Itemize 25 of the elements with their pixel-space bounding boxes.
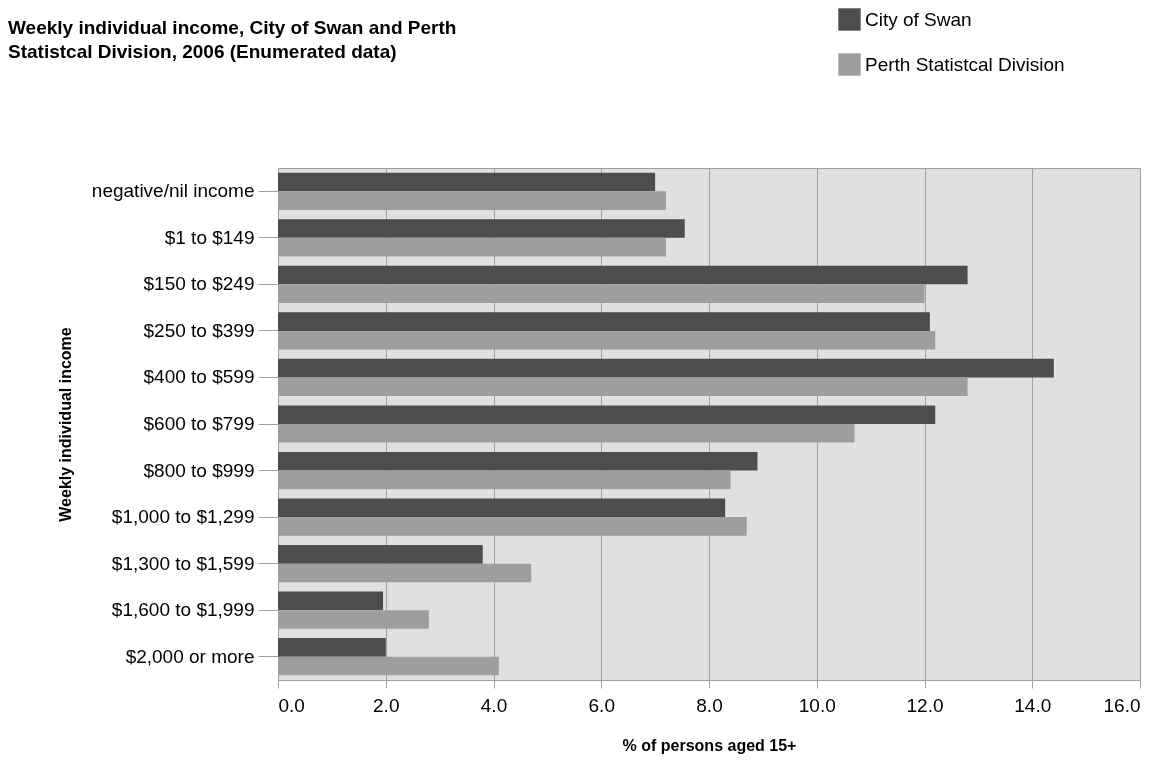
x-tick-label: 14.0 [1014,694,1052,716]
y-tick-label: negative/nil income [91,180,255,202]
y-tick-label: $800 to $999 [143,459,255,481]
x-tick-label: 2.0 [373,694,400,716]
y-tick-label: $400 to $599 [143,366,255,388]
legend-label: City of Swan [865,8,972,30]
y-tick-label: $1,300 to $1,599 [111,552,255,574]
x-tick-label: 12.0 [906,694,944,716]
y-tick-label: $1,000 to $1,299 [111,506,255,528]
legend-label: Perth Statistcal Division [865,53,1065,75]
y-tick-label: $1 to $149 [164,226,255,248]
x-tick-label: 8.0 [696,694,723,716]
y-tick-label: $2,000 or more [125,645,255,667]
y-axis-title: Weekly individual income [56,327,74,522]
x-tick-label: 10.0 [798,694,836,716]
x-tick-label: 6.0 [588,694,615,716]
x-tick-label: 16.0 [1103,694,1141,716]
x-axis-title: % of persons aged 15+ [622,736,797,754]
x-tick-label: 4.0 [480,694,508,716]
x-tick-label: 0.0 [278,694,305,716]
y-tick-label: $250 to $399 [143,319,255,341]
y-tick-label: $600 to $799 [143,413,255,434]
chart-title: Weekly individual income, City of Swan and Perth Statistcal Division, 2006 (Enumerated data) [8,17,457,62]
y-tick-label: $150 to $249 [143,273,255,295]
y-tick-label: $1,600 to $1,999 [111,599,255,621]
